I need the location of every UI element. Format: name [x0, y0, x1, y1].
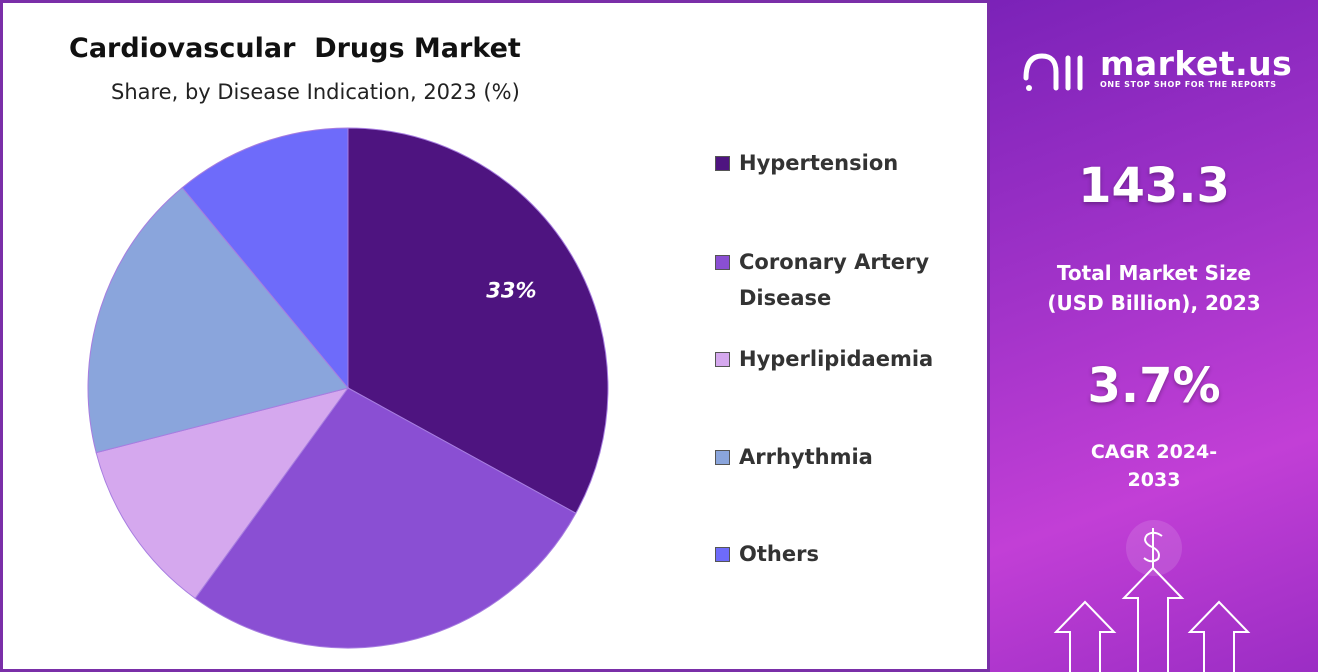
legend-item: Hyperlipidaemia: [715, 341, 955, 377]
legend-item: Coronary Artery Disease: [715, 244, 955, 316]
growth-arrows: [1053, 566, 1251, 672]
legend-label: Arrhythmia: [739, 445, 873, 469]
pie-slice: [347, 127, 609, 514]
legend-item: Others: [715, 536, 955, 572]
pie-slice: [95, 387, 350, 600]
dollar-icon-sign: [1143, 528, 1163, 568]
legend-swatch: [715, 450, 730, 465]
brand: market.us: [1100, 44, 1293, 83]
legend-label: Hyperlipidaemia: [739, 347, 934, 371]
pie-slice: [194, 387, 577, 649]
logo-dot: [1026, 85, 1032, 91]
legend-label: Others: [739, 542, 819, 566]
slice-label: 33%: [486, 278, 536, 302]
logo-icon: [1023, 53, 1083, 91]
pie-chart: 33%: [87, 127, 609, 649]
panel-decoration: [1023, 53, 1251, 672]
legend-swatch: [715, 352, 730, 367]
cagr-label: CAGR 2024-2033: [1090, 441, 1218, 491]
pie-slice: [87, 186, 349, 454]
chart-subtitle: Share, by Disease Indication, 2023 (%): [111, 80, 520, 104]
legend-label: Hypertension: [739, 151, 899, 175]
legend-item: Arrhythmia: [715, 439, 955, 475]
legend-label: Coronary Artery Disease: [739, 250, 930, 310]
market-size-label: Total Market Size (USD Billion), 2023: [1047, 261, 1261, 315]
chart-title: Cardiovascular Drugs Market: [69, 33, 521, 64]
chart-area: 33% Cardiovascular Drugs Market Share, b…: [0, 0, 990, 672]
market-size: 143.3: [1078, 158, 1230, 214]
legend-swatch: [715, 547, 730, 562]
legend-item: Hypertension: [715, 145, 955, 181]
summary-panel: market.us ONE STOP SHOP FOR THE REPORTS …: [990, 0, 1318, 672]
tagline: ONE STOP SHOP FOR THE REPORTS: [1100, 80, 1277, 89]
legend-swatch: [715, 255, 730, 270]
pie-slice: [181, 127, 349, 390]
legend-swatch: [715, 156, 730, 171]
cagr: 3.7%: [1087, 358, 1221, 414]
